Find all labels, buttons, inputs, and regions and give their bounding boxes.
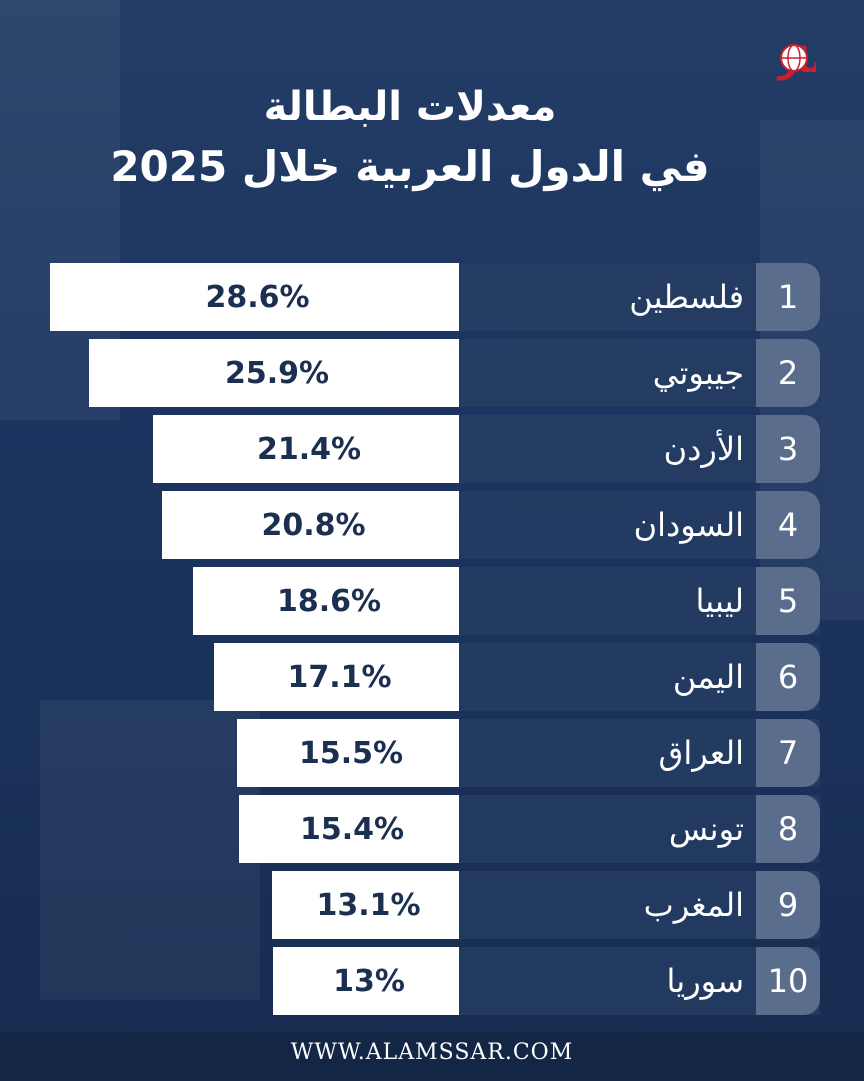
rank-number: 4 (756, 491, 820, 559)
chart-title-line1: معدلات البطالة (263, 84, 557, 130)
bar (50, 263, 459, 331)
data-label: 28.6% (205, 279, 310, 315)
data-label: 15.4% (299, 811, 405, 847)
country-label: سوريا (666, 962, 744, 1000)
country-label: ليبيا (695, 582, 744, 620)
alamssar-logo: الأمصار (776, 39, 816, 81)
data-label: 21.4% (256, 431, 362, 467)
chart-title-line2: في الدول العربية خلال 2025 (110, 142, 710, 191)
country-label: فلسطين (629, 278, 744, 316)
bar (153, 415, 459, 483)
data-label: 18.6% (276, 583, 382, 619)
rank-number: 1 (756, 263, 820, 331)
country-label: العراق (658, 734, 744, 772)
background-building (40, 700, 260, 1000)
unemployment-bar-chart: 1 فلسطين 28.6% 2 جيبوتي 25.9% 3 الأردن 21.4% 4 الس… (50, 263, 820, 1015)
rank-number: 5 (756, 567, 820, 635)
bar (237, 719, 459, 787)
data-label: 13% (333, 963, 405, 999)
rank-number: 2 (756, 339, 820, 407)
country-label: اليمن (672, 658, 744, 696)
country-label: المغرب (643, 886, 744, 924)
bar (273, 947, 459, 1015)
data-label: 15.5% (298, 735, 404, 771)
rank-number: 9 (756, 871, 820, 939)
bar (162, 491, 459, 559)
country-label: تونس (668, 810, 744, 848)
country-label: جيبوتي (652, 354, 744, 392)
data-label: 20.8% (261, 507, 366, 543)
rank-number: 3 (756, 415, 820, 483)
rank-number: 6 (756, 643, 820, 711)
bar (239, 795, 459, 863)
country-label: السودان (633, 506, 744, 544)
data-label: 13.1% (316, 887, 421, 923)
bar (272, 871, 459, 939)
rank-number: 10 (756, 947, 820, 1015)
rank-number: 8 (756, 795, 820, 863)
country-label: الأردن (663, 430, 744, 468)
data-label: 25.9% (224, 355, 330, 391)
bar (193, 567, 459, 635)
rank-number: 7 (756, 719, 820, 787)
data-label: 17.1% (287, 659, 392, 695)
footer-website[interactable]: WWW.ALAMSSAR.COM (0, 1032, 864, 1081)
bar (214, 643, 459, 711)
bar (89, 339, 459, 407)
